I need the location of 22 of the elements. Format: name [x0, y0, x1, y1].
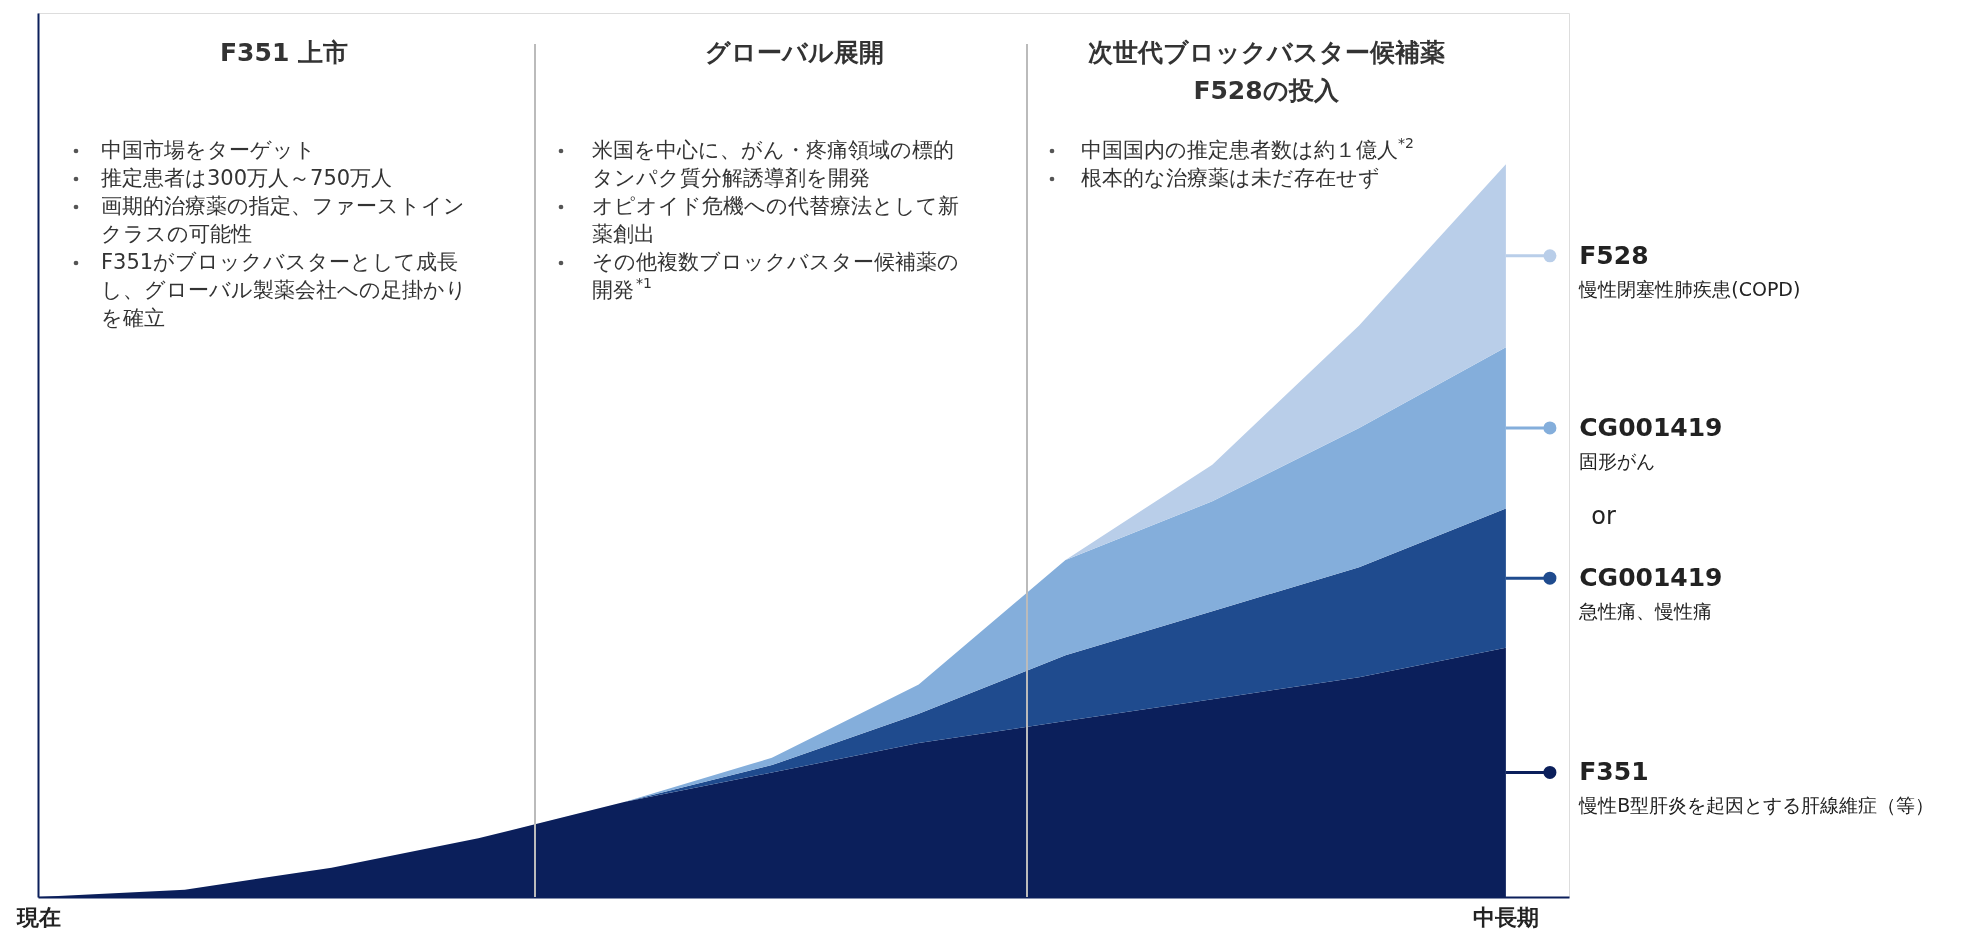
text: 慢性閉塞性肺疾患(COPD): [1578, 277, 1801, 300]
annotation: オピオイド危機への代替療法として新薬創出: [592, 194, 959, 246]
text: F528の投入: [1193, 76, 1340, 105]
text: or: [1591, 502, 1616, 531]
text: 次世代ブロックバスター候補薬: [1087, 38, 1445, 67]
annotation: 根本的な治療薬は未だ存在せず: [1081, 166, 1380, 190]
x-tick-label: 現在: [15, 904, 61, 930]
text: 急性痛、慢性痛: [1578, 600, 1713, 623]
annotation: 画期的治療薬の指定、ファーストインクラスの可能性: [101, 194, 465, 246]
annotation: 推定患者は300万人～750万人: [101, 166, 393, 190]
text: グローバル展開: [704, 38, 884, 67]
legend-label: F351: [1579, 757, 1649, 787]
text: 固形がん: [1579, 449, 1656, 472]
legend-label: CG001419: [1579, 412, 1723, 442]
annotation: 米国を中心に、がん・疼痛領域の標的タンパク質分解誘導剤を開発: [592, 138, 954, 190]
legend-label: CG001419: [1579, 563, 1723, 593]
text: F351 上市: [220, 38, 348, 67]
legend-label: F528: [1579, 240, 1649, 270]
annotation: F351がブロックバスターとして成長し、グローバル製薬会社への足掛かりを確立: [101, 250, 467, 330]
x-tick-label: 中長期: [1473, 904, 1540, 930]
text: 慢性B型肝炎を起因とする肝線維症（等）: [1578, 794, 1935, 817]
text: 中国市場をターゲット: [101, 138, 316, 162]
